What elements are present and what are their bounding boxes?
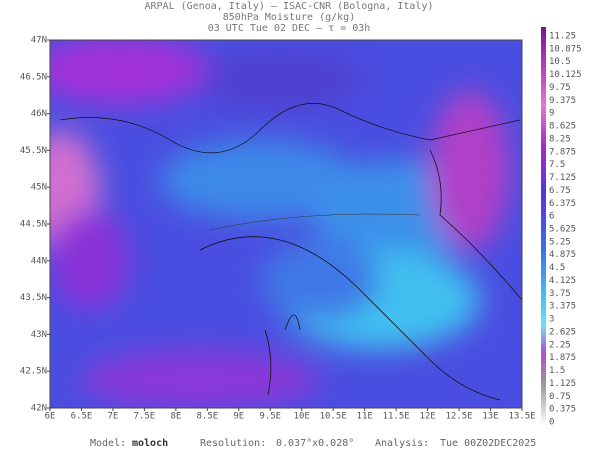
colorbar-labels: 11.25 10.875 10.5 10.125 9.75 9.375 9 8.625 8.25… <box>549 32 582 428</box>
colorbar-label: 9.75 <box>549 83 571 93</box>
colorbar-label: 0 <box>549 418 554 428</box>
x-label: 12.5E <box>446 412 473 422</box>
colorbar-label: 2.25 <box>549 340 571 350</box>
footer-text: Tue 00Z02DEC2025 <box>440 438 536 449</box>
colorbar-label: 9 <box>549 109 554 119</box>
map-field <box>50 40 522 408</box>
colorbar-label: 1.125 <box>549 379 576 389</box>
colorbar-label: 7.5 <box>549 160 565 170</box>
x-label: 11E <box>357 412 373 422</box>
x-label: 11.5E <box>383 412 410 422</box>
y-label: 42.5N <box>20 367 47 377</box>
colorbar-label: 3.375 <box>549 302 576 312</box>
x-label: 8E <box>170 412 181 422</box>
y-labels: 47N 46.5N 46N 45.5N 45N 44.5N 44N 43.5N 43N 42.5N… <box>20 36 50 414</box>
colorbar-label: 5.625 <box>549 225 576 235</box>
x-label: 10E <box>294 412 310 422</box>
footer-text: 0.037°x0.028° <box>276 438 354 449</box>
colorbar-label: 9.375 <box>549 96 576 106</box>
y-label: 46N <box>31 109 47 119</box>
x-label: 7.5E <box>134 412 156 422</box>
y-label: 45.5N <box>20 146 47 156</box>
y-label: 46.5N <box>20 72 47 82</box>
x-label: 13.5E <box>508 412 535 422</box>
y-label: 43N <box>31 330 47 340</box>
colorbar <box>541 27 546 425</box>
colorbar-label: 1.875 <box>549 353 576 363</box>
colorbar-label: 4.125 <box>549 276 576 286</box>
colorbar-label: 3 <box>549 315 554 325</box>
colorbar-label: 5.25 <box>549 237 571 247</box>
y-label: 43.5N <box>20 293 47 303</box>
colorbar-label: 10.875 <box>549 44 582 54</box>
x-label: 9.5E <box>259 412 281 422</box>
colorbar-label: 8.25 <box>549 134 571 144</box>
y-label: 44N <box>31 256 47 266</box>
colorbar-label: 6.375 <box>549 199 576 209</box>
header-line: 03 UTC Tue 02 DEC – τ = 03h <box>208 23 371 34</box>
colorbar-label: 8.625 <box>549 122 576 132</box>
colorbar-label: 6 <box>549 212 554 222</box>
colorbar-label: 10.125 <box>549 70 582 80</box>
y-label: 44.5N <box>20 220 47 230</box>
x-label: 9E <box>233 412 244 422</box>
colorbar-label: 7.875 <box>549 147 576 157</box>
colorbar-label: 4.875 <box>549 250 576 260</box>
x-label: 7E <box>108 412 119 422</box>
footer-text: Model: <box>90 438 126 449</box>
y-label: 42N <box>31 404 47 414</box>
colorbar-label: 0.375 <box>549 405 576 415</box>
footer-text: Resolution: <box>200 438 266 449</box>
colorbar-label: 6.75 <box>549 186 571 196</box>
colorbar-label: 10.5 <box>549 57 571 67</box>
y-label: 45N <box>31 183 47 193</box>
header-line: ARPAL (Genoa, Italy) – ISAC-CNR (Bologna… <box>145 1 434 12</box>
x-label: 8.5E <box>196 412 218 422</box>
colorbar-label: 7.125 <box>549 173 576 183</box>
colorbar-label: 3.75 <box>549 289 571 299</box>
colorbar-label: 0.75 <box>549 392 571 402</box>
x-label: 10.5E <box>320 412 347 422</box>
x-label: 13E <box>482 412 498 422</box>
x-label: 12E <box>419 412 435 422</box>
footer-text: moloch <box>132 438 168 449</box>
x-label: 6.5E <box>71 412 93 422</box>
colorbar-label: 1.5 <box>549 366 565 376</box>
y-label: 47N <box>31 36 47 46</box>
footer-text: Analysis: <box>375 438 429 449</box>
colorbar-label: 2.625 <box>549 327 576 337</box>
colorbar-label: 4.5 <box>549 263 565 273</box>
x-label: 6E <box>45 412 56 422</box>
x-labels: 6E 6.5E 7E 7.5E 8E 8.5E 9E 9.5E 10E 10.5E 11E 11.5E… <box>45 408 536 422</box>
header-line: 850hPa Moisture (g/kg) <box>223 12 355 23</box>
colorbar-label: 11.25 <box>549 32 576 42</box>
